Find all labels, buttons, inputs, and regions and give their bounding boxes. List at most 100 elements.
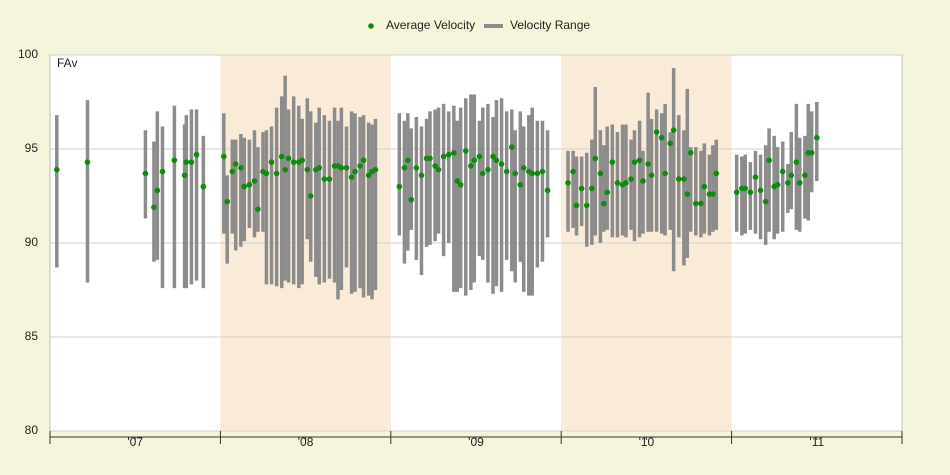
average-velocity (785, 180, 791, 186)
average-velocity (601, 200, 607, 207)
average-velocity (631, 159, 638, 165)
average-velocity (418, 172, 425, 179)
average-velocity (597, 170, 604, 177)
average-velocity (774, 181, 781, 188)
average-velocity (396, 183, 403, 190)
average-velocity (653, 129, 660, 135)
y-tick-label: 85 (25, 329, 39, 343)
average-velocity (534, 170, 541, 177)
average-velocity (592, 155, 599, 162)
y-tick-label: 80 (25, 423, 39, 437)
average-velocity (357, 163, 363, 169)
average-velocity (609, 159, 616, 165)
x-tick-label: '10 (639, 435, 655, 449)
average-velocity (246, 181, 253, 188)
average-velocity (299, 157, 305, 164)
average-velocity (648, 172, 655, 179)
average-velocity (623, 180, 629, 186)
average-velocity (583, 202, 590, 209)
average-velocity (263, 170, 270, 177)
average-velocity (802, 172, 808, 179)
average-velocity (684, 191, 691, 197)
average-velocity (796, 180, 803, 186)
average-velocity (224, 198, 231, 205)
average-velocity (304, 166, 311, 173)
average-velocity (687, 149, 694, 156)
average-velocity (316, 165, 323, 171)
average-velocity (814, 134, 820, 141)
average-velocity (628, 176, 634, 182)
average-velocity (405, 157, 411, 164)
average-velocity (343, 165, 350, 171)
average-velocity (757, 187, 764, 194)
average-velocity (693, 200, 699, 207)
average-velocity (282, 166, 288, 173)
average-velocity (255, 206, 261, 212)
legend-label: Velocity Range (510, 18, 590, 32)
y-tick-label: 95 (25, 141, 39, 155)
legend-label: Average Velocity (386, 18, 475, 32)
average-velocity (307, 193, 314, 199)
average-velocity (54, 166, 60, 173)
average-velocity (614, 180, 621, 186)
average-velocity (640, 178, 646, 184)
average-velocity (360, 157, 367, 164)
average-velocity (570, 168, 576, 175)
average-velocity (565, 180, 571, 186)
average-velocity (372, 166, 379, 173)
average-velocity (468, 163, 474, 169)
average-velocity (440, 153, 447, 160)
average-velocity (352, 168, 358, 175)
average-velocity (675, 176, 682, 182)
average-velocity (338, 165, 345, 171)
average-velocity (670, 127, 677, 133)
average-velocity (604, 189, 611, 196)
average-velocity (451, 149, 457, 156)
average-velocity (435, 166, 442, 173)
average-velocity (84, 159, 91, 165)
average-velocity (268, 159, 275, 165)
average-velocity (457, 181, 464, 188)
average-velocity (766, 157, 772, 164)
average-velocity (273, 170, 280, 177)
average-velocity (808, 149, 815, 156)
average-velocity (348, 174, 355, 180)
average-velocity (142, 170, 149, 177)
average-velocity (539, 168, 546, 175)
average-velocity (221, 153, 227, 160)
average-velocity (241, 183, 248, 190)
x-tick-label: '09 (468, 435, 484, 449)
average-velocity (752, 174, 759, 180)
average-velocity (713, 170, 720, 177)
annotation: FAv (57, 56, 77, 70)
average-velocity (485, 166, 491, 173)
average-velocity (529, 170, 536, 177)
legend-swatch (368, 23, 374, 29)
average-velocity (645, 161, 651, 167)
average-velocity (181, 172, 188, 179)
average-velocity (232, 161, 239, 167)
average-velocity (365, 172, 372, 179)
average-velocity (733, 189, 740, 196)
average-velocity (503, 168, 510, 175)
average-velocity (762, 198, 769, 205)
y-tick-label: 90 (25, 235, 39, 249)
average-velocity (229, 168, 236, 175)
average-velocity (401, 165, 408, 171)
average-velocity (710, 191, 716, 197)
x-tick-label: '08 (298, 435, 314, 449)
average-velocity (742, 185, 749, 192)
average-velocity (326, 176, 333, 182)
average-velocity (681, 176, 687, 182)
average-velocity (290, 159, 297, 165)
legend: Average Velocity Velocity Range (368, 18, 590, 32)
average-velocity (578, 185, 585, 192)
average-velocity (285, 155, 292, 162)
average-velocity (321, 176, 328, 182)
average-velocity (454, 178, 461, 184)
average-velocity (413, 165, 420, 171)
average-velocity (480, 170, 486, 177)
y-tick-label: 100 (18, 47, 38, 61)
average-velocity (445, 151, 452, 158)
